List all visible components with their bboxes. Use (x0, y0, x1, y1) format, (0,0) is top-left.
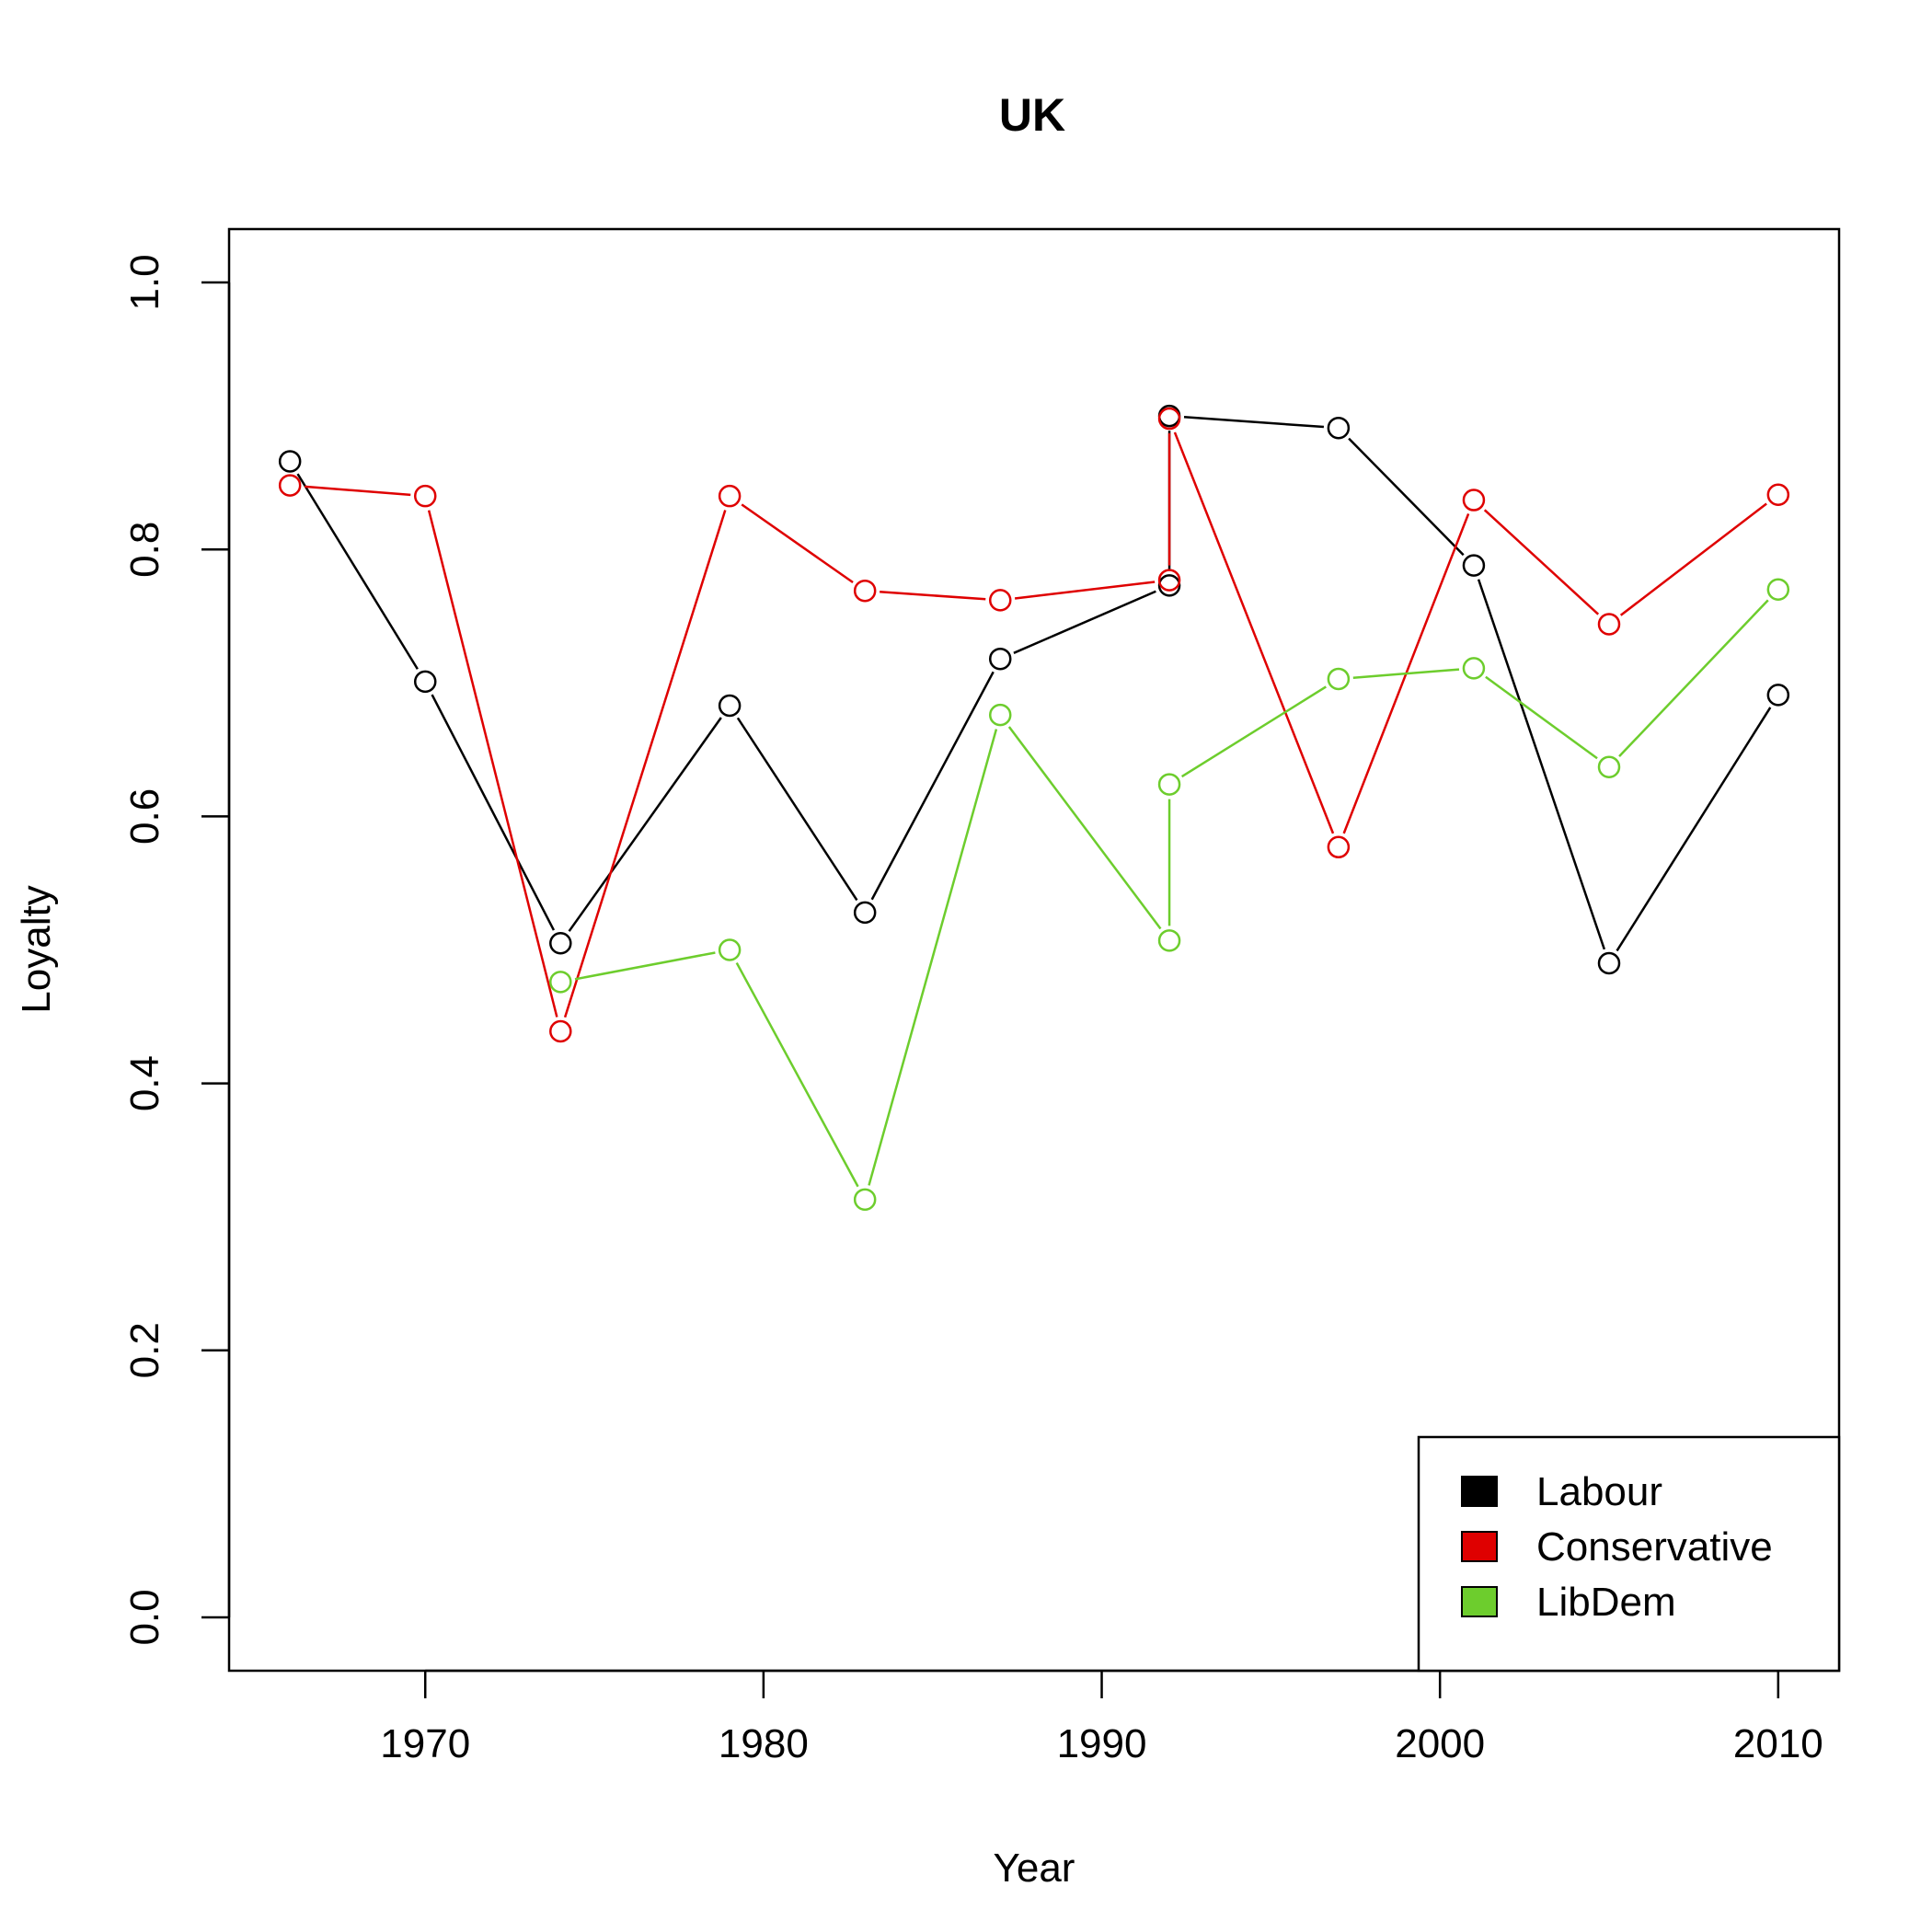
data-point (278, 474, 302, 497)
data-point (1766, 578, 1790, 601)
series-libdem (549, 578, 1790, 1212)
data-point (1157, 574, 1181, 597)
y-tick-label: 0.4 (122, 1055, 167, 1111)
data-point (718, 938, 742, 961)
series-line-segment (1352, 668, 1460, 679)
series-line-segment (574, 951, 716, 981)
series-line-segment (1180, 685, 1327, 778)
series-line-segment (1173, 431, 1335, 834)
series-line-segment (868, 729, 998, 1186)
data-point (1766, 483, 1790, 506)
series-line-segment (741, 503, 854, 584)
plot-area (278, 404, 1790, 1212)
series-line-segment (1477, 579, 1606, 950)
series-line-segment (735, 961, 859, 1188)
data-point (413, 484, 437, 508)
series-line-segment (1485, 675, 1598, 760)
y-tick-label: 0.2 (122, 1322, 167, 1378)
series-line-segment (563, 510, 727, 1018)
series-line-segment (736, 717, 858, 902)
series-line-segment (427, 510, 558, 1018)
data-point (278, 450, 302, 473)
data-point (1157, 929, 1181, 952)
data-point (1597, 951, 1621, 975)
series-line-segment (296, 473, 419, 670)
data-point (853, 1188, 877, 1212)
series-line-segment (1616, 707, 1772, 952)
legend-swatch (1461, 1586, 1498, 1617)
data-point (1327, 835, 1351, 859)
data-point (988, 589, 1012, 612)
series-line-segment (1014, 581, 1156, 600)
series-line-segment (1183, 416, 1325, 429)
legend: Labour Conservative LibDem (1417, 1435, 1841, 1673)
y-tick-label: 1.0 (122, 254, 167, 310)
data-point (988, 703, 1012, 727)
data-point (1597, 755, 1621, 778)
data-point (1327, 416, 1351, 440)
series-line-segment (1348, 437, 1465, 557)
x-tick-label: 1990 (1057, 1721, 1147, 1766)
data-point (853, 901, 877, 925)
y-tick-label: 0.6 (122, 788, 167, 845)
x-tick-label: 2010 (1733, 1721, 1823, 1766)
data-point (549, 1019, 572, 1043)
data-point (988, 647, 1012, 671)
series-line-segment (568, 717, 722, 932)
data-point (1157, 773, 1181, 796)
x-axis-label: Year (994, 1846, 1075, 1891)
data-point (1157, 407, 1181, 431)
data-point (549, 931, 572, 955)
data-point (1597, 613, 1621, 636)
series-line-segment (870, 671, 995, 901)
legend-swatch (1461, 1476, 1498, 1507)
series-conservative (278, 407, 1790, 1043)
legend-swatch (1461, 1531, 1498, 1562)
data-point (718, 694, 742, 718)
y-axis-label: Loyalty (14, 885, 59, 1013)
data-point (1462, 657, 1486, 680)
data-point (549, 971, 572, 994)
series-line-segment (305, 485, 411, 497)
y-tick-label: 0.8 (122, 522, 167, 578)
chart-title: UK (999, 89, 1065, 141)
data-point (1462, 554, 1486, 577)
series-line-segment (1483, 509, 1600, 615)
axes: 1970 1980 1990 2000 2010 0.0 0.2 0.4 0.6 0.8 1.0 (122, 254, 1823, 1766)
data-point (1157, 569, 1181, 592)
data-point (1327, 667, 1351, 691)
series-line-segment (1013, 590, 1156, 654)
data-point (718, 484, 742, 508)
x-tick-label: 1970 (380, 1721, 470, 1766)
series-labour (278, 404, 1790, 975)
series-line-segment (1619, 502, 1767, 616)
series-line-segment (1007, 726, 1162, 930)
data-point (1462, 489, 1486, 512)
y-tick-label: 0.0 (122, 1589, 167, 1645)
x-tick-label: 2000 (1395, 1721, 1485, 1766)
data-point (1766, 684, 1790, 707)
x-tick-label: 1980 (719, 1721, 809, 1766)
series-line-segment (880, 591, 986, 601)
data-point (413, 670, 437, 694)
legend-label: LibDem (1536, 1580, 1676, 1625)
data-point (853, 579, 877, 603)
legend-label: Conservative (1536, 1524, 1773, 1570)
series-line-segment (431, 694, 556, 931)
legend-label: Labour (1536, 1469, 1662, 1514)
series-line-segment (1618, 599, 1769, 758)
